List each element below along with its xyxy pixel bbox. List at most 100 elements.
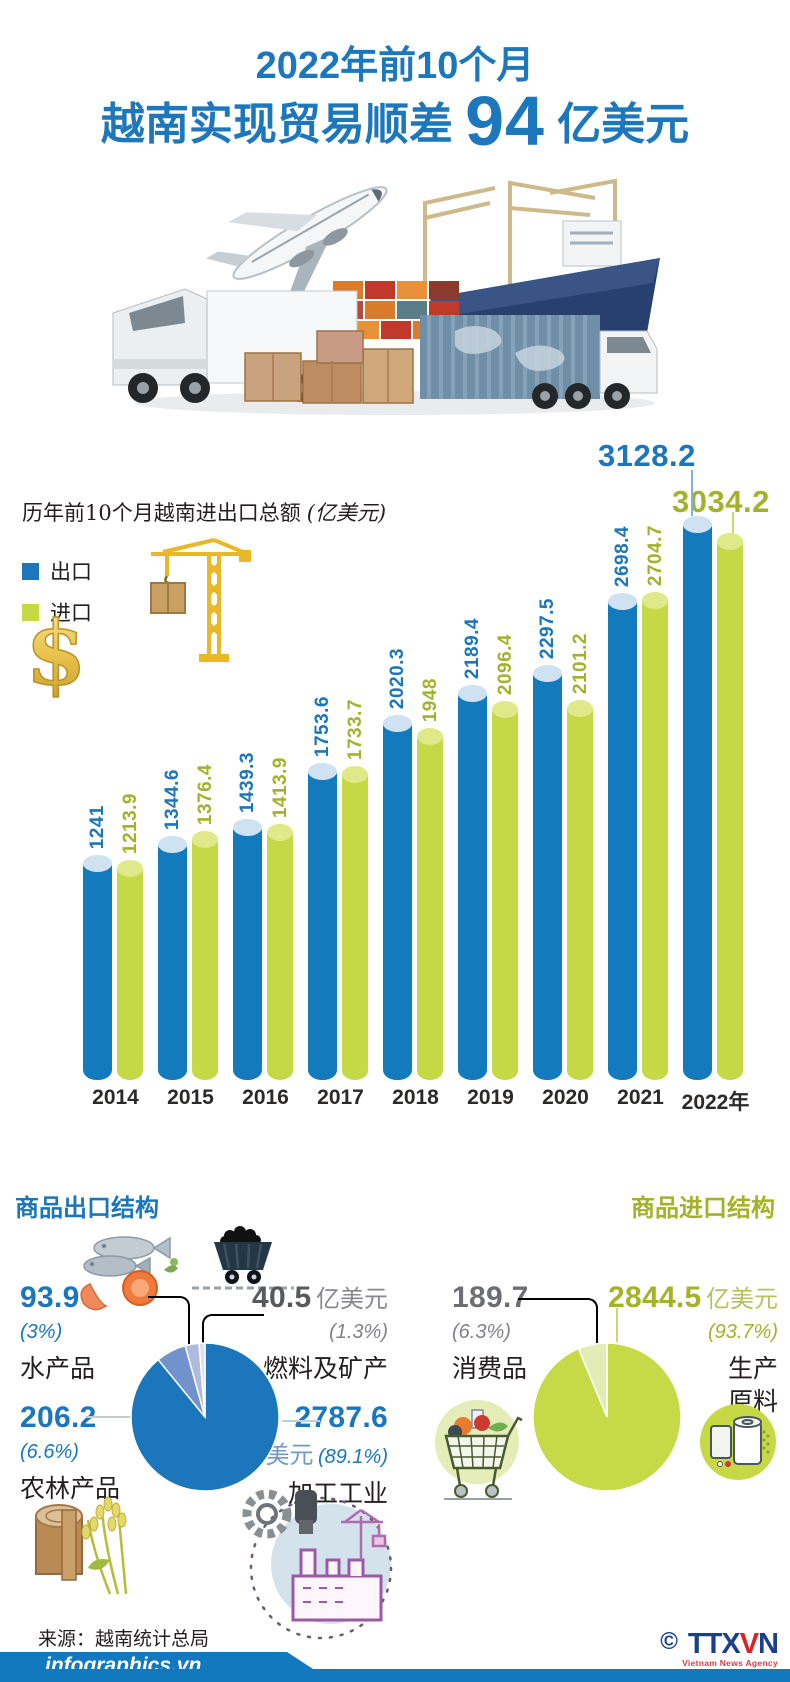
wood-rice-icon — [35, 1496, 128, 1595]
bar-cap — [458, 685, 487, 702]
bar-export-2022 — [683, 516, 712, 1080]
callout-fuel — [202, 1314, 264, 1344]
bar-cap — [383, 715, 412, 732]
value-label-export-2019: 2189.4 — [462, 617, 483, 679]
map-container-icon — [420, 315, 600, 399]
legend-export-label: 出口 — [50, 560, 92, 584]
bar-cap — [267, 824, 293, 841]
axis-year-2020: 2020 — [542, 1086, 589, 1109]
value-label-import-2022: 3034.2 — [672, 484, 770, 519]
ttxvn-n: N — [758, 1628, 779, 1660]
bar-cap — [158, 836, 187, 853]
bar-import-2021 — [642, 592, 668, 1080]
svg-text:$: $ — [25, 610, 86, 698]
title-line2: 越南实现贸易顺差 94 亿美元 — [0, 86, 790, 156]
legend-import: 进口 — [22, 597, 92, 627]
bar-import-2019 — [492, 701, 518, 1080]
trade-surplus-value: 94 — [465, 82, 545, 160]
footer-stripe — [0, 1669, 790, 1682]
airplane-icon — [205, 186, 388, 303]
title-line2-prefix: 越南实现贸易顺差 — [100, 100, 453, 149]
import-consumer-block: 189.7 (6.3%) 消费品 — [452, 1278, 529, 1385]
chart-legend: 出口 进口 — [22, 556, 92, 638]
bar-import-2018 — [417, 728, 443, 1080]
callout-agro — [86, 1416, 132, 1418]
seafood-name: 水产品 — [20, 1353, 96, 1383]
bar-export-2021 — [608, 593, 637, 1080]
axis-year-2018: 2018 — [392, 1086, 439, 1109]
callout-seafood — [148, 1296, 190, 1344]
title-line1: 2022年前10个月 — [255, 45, 535, 87]
bar-cap — [683, 516, 712, 533]
bar-cap — [83, 855, 112, 872]
copyright-icon: © — [660, 1628, 678, 1655]
seafood-value: 93.9 — [20, 1281, 80, 1314]
value-label-import-2018: 1948 — [420, 677, 441, 722]
value-label-import-2020: 2101.2 — [570, 632, 591, 694]
bar-cap — [192, 831, 218, 848]
export-pie-chart — [130, 1342, 280, 1492]
bar-export-2017 — [308, 763, 337, 1080]
fuel-value: 40.5 — [251, 1281, 312, 1314]
value-label-import-2016: 1413.9 — [270, 756, 291, 818]
value-label-import-2015: 1376.4 — [195, 763, 216, 825]
seafood-icon — [80, 1236, 178, 1311]
value-label-export-2017: 1753.6 — [312, 695, 333, 757]
industry-value: 2787.6 — [294, 1401, 388, 1434]
paper-rolls-icon — [700, 1404, 776, 1480]
bar-chart-title: 历年前10个月越南进出口总额 (亿美元) — [22, 497, 386, 527]
materials-unit: 亿美元 — [706, 1285, 778, 1313]
bar-import-2014 — [117, 860, 143, 1080]
ttxvn-v: V — [739, 1628, 759, 1660]
industry-percent: (89.1%) — [317, 1445, 388, 1468]
fuel-unit: 亿美元 — [316, 1285, 388, 1313]
legend-import-label: 进口 — [50, 601, 92, 625]
bar-chart: 3128.2 3034.2 1241 1213.9 2014 1344.6 1376.4… — [0, 420, 790, 1130]
agro-value: 206.2 — [20, 1401, 97, 1434]
axis-year-2015: 2015 — [167, 1086, 214, 1109]
export-swatch-icon — [22, 562, 39, 580]
value-label-export-2016: 1439.3 — [237, 751, 258, 813]
agency-name: Vietnam News Agency — [682, 1658, 778, 1668]
import-structure-heading: 商品进口结构 — [631, 1193, 775, 1222]
bar-import-2017 — [342, 766, 368, 1080]
axis-year-2014: 2014 — [92, 1086, 139, 1109]
export-agro-block: 206.2 (6.6%) 农林产品 — [20, 1398, 120, 1505]
value-label-import-2014: 1213.9 — [120, 792, 141, 854]
agro-percent: (6.6%) — [20, 1440, 79, 1463]
import-pie-chart — [532, 1342, 682, 1492]
ttxvn-logo: © TTXVN Vietnam News Agency — [628, 1628, 779, 1668]
axis-year-2022: 2022年 — [681, 1091, 750, 1114]
bar-export-2020 — [533, 665, 562, 1080]
bar-cap — [717, 533, 743, 550]
materials-value: 2844.5 — [607, 1281, 702, 1314]
callout-materials — [616, 1308, 618, 1342]
consumer-percent: (6.3%) — [452, 1320, 511, 1343]
bar-import-2022 — [717, 533, 743, 1080]
bar-cap — [608, 593, 637, 610]
bar-import-2016 — [267, 824, 293, 1080]
value-label-export-2014: 1241 — [87, 804, 108, 849]
value-label-export-2022: 3128.2 — [598, 438, 696, 473]
truck-right-icon — [532, 330, 658, 409]
materials-name-line1: 生产 — [727, 1353, 778, 1383]
value-label-import-2017: 1733.7 — [345, 698, 366, 760]
value-label-export-2020: 2297.5 — [537, 597, 558, 659]
callout-import-2022 — [732, 512, 734, 533]
callout-consumer — [518, 1298, 598, 1344]
title-line2-suffix: 亿美元 — [557, 100, 690, 149]
coal-cart-icon — [192, 1226, 294, 1290]
dollar-icon: $ — [25, 610, 88, 698]
tower-crane-icon — [150, 538, 251, 662]
export-fuel-block: 40.5 亿美元 (1.3%) 燃料及矿产 — [240, 1278, 388, 1385]
bar-export-2018 — [383, 715, 412, 1080]
consumer-value: 189.7 — [452, 1281, 529, 1314]
agro-name: 农林产品 — [20, 1473, 121, 1503]
bar-cap — [308, 763, 337, 780]
bar-cap — [533, 665, 562, 682]
legend-export: 出口 — [22, 556, 92, 586]
axis-year-2021: 2021 — [617, 1086, 664, 1109]
value-label-import-2021: 2704.7 — [645, 524, 666, 586]
value-label-export-2015: 1344.6 — [162, 768, 183, 830]
import-materials-block: 2844.5 亿美元 (93.7%) 生产 原料 — [570, 1278, 778, 1419]
